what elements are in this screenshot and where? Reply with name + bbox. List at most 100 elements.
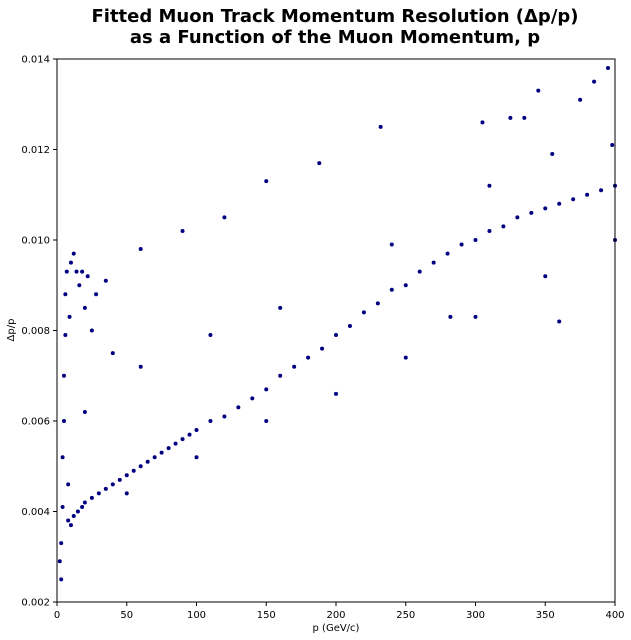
scatter-point: [61, 419, 66, 423]
scatter-point: [152, 455, 157, 460]
y-axis-label: Δp/p: [6, 319, 17, 342]
x-tick-label: 300: [466, 610, 485, 621]
scatter-point: [145, 459, 150, 464]
scatter-point: [264, 179, 269, 184]
scatter-point: [264, 387, 269, 392]
scatter-point: [278, 305, 283, 310]
scatter-point: [403, 283, 408, 288]
scatter-point: [278, 373, 283, 378]
scatter-point: [82, 409, 87, 414]
scatter-point: [138, 464, 143, 469]
scatter-point: [124, 491, 129, 496]
scatter-point: [59, 577, 64, 582]
scatter-point: [306, 355, 311, 360]
scatter-point: [208, 333, 213, 338]
x-tick-label: 200: [326, 610, 345, 621]
scatter-point: [543, 206, 548, 211]
scatter-point: [487, 183, 492, 188]
scatter-point: [82, 500, 87, 505]
scatter-point: [585, 192, 590, 197]
scatter-point: [74, 269, 79, 274]
scatter-point: [67, 314, 72, 319]
scatter-point: [592, 79, 597, 84]
scatter-points: [57, 66, 617, 582]
scatter-point: [317, 161, 322, 166]
scatter-point: [448, 314, 453, 319]
scatter-point: [80, 504, 85, 509]
scatter-point: [222, 414, 227, 419]
scatter-point: [85, 274, 90, 279]
chart-title-line-2: as a Function of the Muon Momentum, p: [130, 27, 540, 48]
scatter-point: [473, 238, 478, 242]
scatter-point: [80, 269, 85, 274]
scatter-point: [543, 274, 548, 279]
scatter-point: [66, 482, 71, 487]
scatter-point: [71, 251, 76, 256]
scatter-point: [389, 242, 394, 247]
scatter-point: [61, 373, 66, 378]
scatter-point: [334, 333, 338, 338]
scatter-point: [578, 97, 583, 102]
scatter-point: [173, 441, 178, 446]
scatter-point: [138, 247, 143, 252]
x-axis-label: p (GeV/c): [313, 623, 360, 634]
scatter-point: [159, 450, 164, 455]
scatter-point: [110, 351, 115, 356]
scatter-point: [57, 559, 62, 564]
scatter-point: [68, 260, 73, 265]
scatter-point: [75, 509, 80, 514]
scatter-point: [82, 305, 87, 310]
scatter-point: [236, 405, 241, 410]
scatter-point: [166, 446, 171, 451]
scatter-point: [64, 269, 69, 274]
y-tick-label: 0.004: [21, 507, 50, 518]
scatter-point: [347, 323, 352, 328]
scatter-point: [131, 468, 136, 473]
x-tick-label: 350: [536, 610, 555, 621]
x-tick-label: 400: [605, 610, 624, 621]
y-axis-ticks: 0.002 0.004 0.006 0.008 0.010 0.012 0.014: [21, 55, 57, 609]
scatter-point: [124, 473, 129, 478]
scatter-point: [117, 477, 122, 482]
scatter-point: [60, 455, 65, 460]
scatter-point: [59, 541, 64, 546]
chart-title-line-1: Fitted Muon Track Momentum Resolution (Δ…: [91, 6, 578, 27]
scatter-point: [68, 523, 73, 528]
scatter-point: [96, 491, 101, 496]
scatter-point: [480, 120, 485, 125]
scatter-point: [557, 201, 562, 206]
scatter-point: [103, 278, 108, 283]
scatter-point: [71, 514, 76, 519]
x-axis-ticks: 0 50 100 150 200 250 300 350 400: [54, 602, 625, 621]
scatter-point: [180, 228, 185, 233]
scatter-point: [515, 215, 520, 220]
scatter-point: [334, 391, 338, 396]
scatter-point: [389, 287, 394, 292]
x-tick-label: 250: [396, 610, 415, 621]
scatter-point: [445, 251, 450, 256]
x-tick-label: 0: [54, 610, 60, 621]
scatter-point: [250, 396, 255, 401]
scatter-point: [571, 197, 576, 202]
scatter-point: [94, 292, 99, 297]
scatter-point: [557, 319, 562, 324]
scatter-point: [77, 283, 82, 288]
scatter-point: [375, 301, 380, 306]
x-tick-label: 150: [257, 610, 276, 621]
y-tick-label: 0.012: [21, 145, 50, 156]
scatter-point: [473, 314, 478, 319]
scatter-point: [599, 188, 604, 193]
plot-area-frame: [56, 58, 616, 603]
scatter-point: [264, 419, 269, 423]
scatter-point: [508, 115, 513, 120]
scatter-point: [138, 364, 143, 369]
scatter-point: [522, 115, 527, 120]
scatter-point: [501, 224, 506, 229]
y-tick-label: 0.014: [21, 55, 50, 66]
scatter-point: [89, 495, 94, 500]
x-tick-label: 100: [187, 610, 206, 621]
scatter-point: [459, 242, 464, 247]
scatter-point: [63, 333, 68, 338]
